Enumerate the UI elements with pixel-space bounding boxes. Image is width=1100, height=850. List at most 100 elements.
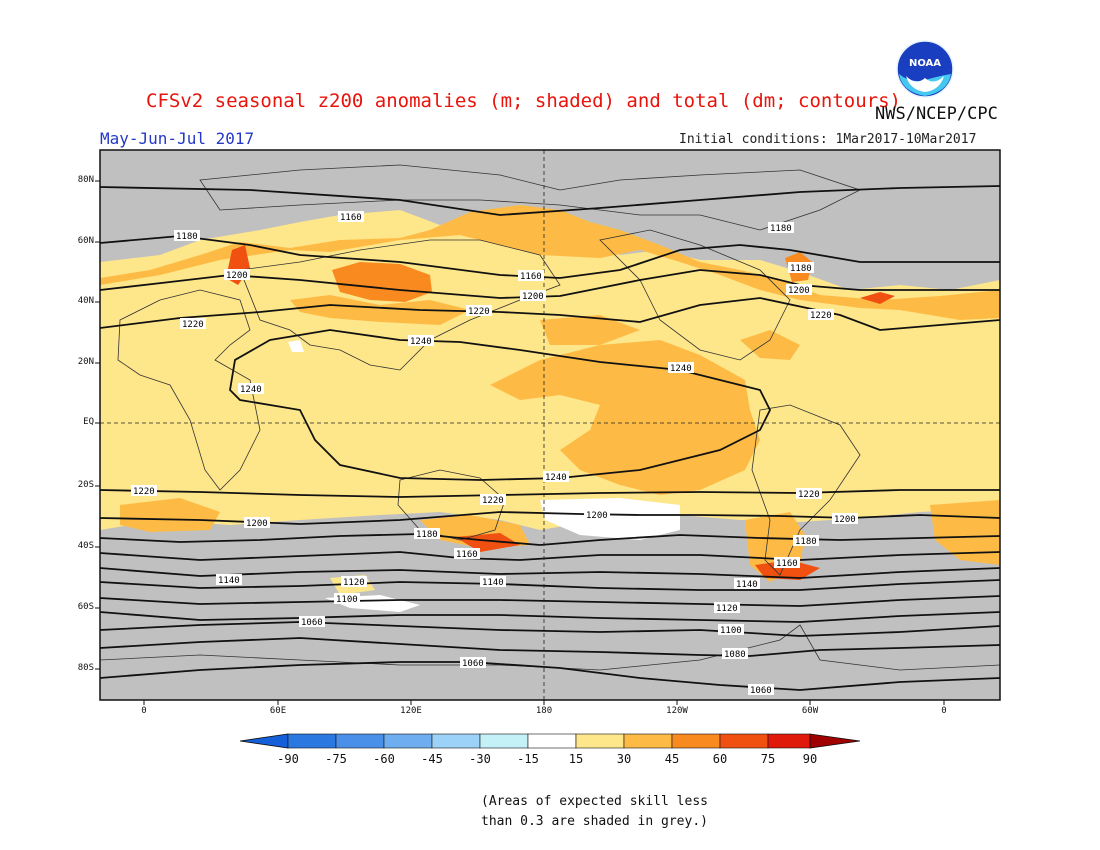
contour-label: 1220 xyxy=(480,494,506,506)
contour-label: 1200 xyxy=(224,269,250,281)
svg-text:1180: 1180 xyxy=(770,224,792,234)
colorbar-label: 90 xyxy=(802,752,818,766)
lon-tick-label: 0 xyxy=(141,706,147,716)
lat-tick-label: 60S xyxy=(77,602,94,612)
svg-text:1240: 1240 xyxy=(410,337,432,347)
anomaly-30-45-north xyxy=(100,205,1000,320)
anomaly-45-60-central-asia xyxy=(332,262,432,302)
agency-label: NWS/NCEP/CPC xyxy=(875,104,998,124)
svg-text:1060: 1060 xyxy=(462,659,484,669)
contour-label: 1200 xyxy=(244,517,270,529)
initial-conditions-label: Initial conditions: 1Mar2017-10Mar2017 xyxy=(679,132,977,147)
colorbar-label: 45 xyxy=(664,752,680,766)
colorbar-label: -60 xyxy=(373,752,395,766)
svg-text:1200: 1200 xyxy=(834,515,856,525)
anomaly-60-75-australia xyxy=(455,533,520,552)
anomaly-30-45-north-pacific xyxy=(540,315,640,345)
lat-tick-label: 80N xyxy=(77,175,94,185)
svg-text:1220: 1220 xyxy=(482,496,504,506)
contour-label: 1060 xyxy=(460,657,486,669)
svg-text:1200: 1200 xyxy=(586,511,608,521)
svg-text:1160: 1160 xyxy=(520,272,542,282)
svg-text:1200: 1200 xyxy=(522,292,544,302)
lat-tick-label: 40S xyxy=(77,541,94,551)
anomaly-30-45-asia xyxy=(290,295,470,325)
anomaly-30-45-caribbean xyxy=(740,330,800,360)
svg-text:1160: 1160 xyxy=(776,559,798,569)
noaa-logo-icon: NOAA xyxy=(896,40,954,98)
lon-tick-label: 120W xyxy=(666,706,688,716)
colorbar-label: -45 xyxy=(421,752,443,766)
svg-text:1140: 1140 xyxy=(736,580,758,590)
svg-text:1060: 1060 xyxy=(750,686,772,696)
axis-ticks xyxy=(95,180,945,705)
svg-text:1180: 1180 xyxy=(176,232,198,242)
contour-label: 1220 xyxy=(808,309,834,321)
colorbar-label: -75 xyxy=(325,752,347,766)
svg-text:1160: 1160 xyxy=(456,550,478,560)
height-contours xyxy=(100,185,1000,691)
svg-text:1180: 1180 xyxy=(790,264,812,274)
contour-label: 1240 xyxy=(668,362,694,374)
svg-text:1100: 1100 xyxy=(720,626,742,636)
contour-label: 1180 xyxy=(788,262,814,274)
lat-tick-label: 60N xyxy=(77,236,94,246)
contour-label: 1240 xyxy=(408,335,434,347)
svg-text:1240: 1240 xyxy=(545,473,567,483)
contour-label: 1220 xyxy=(180,318,206,330)
lon-tick-label: 60W xyxy=(801,706,819,716)
anomaly-60-75-atlantic xyxy=(860,292,895,304)
lon-tick-label: 180 xyxy=(535,706,553,716)
contour-label: 1080 xyxy=(722,648,748,660)
anomaly-near-zero-arabia xyxy=(288,340,304,352)
svg-text:1200: 1200 xyxy=(246,519,268,529)
colorbar-swatch xyxy=(287,733,337,749)
contour-label: 1200 xyxy=(520,290,546,302)
contour-label: 1060 xyxy=(748,684,774,696)
contour-label: 1200 xyxy=(786,284,812,296)
contour-label: 1160 xyxy=(338,211,364,223)
svg-text:1060: 1060 xyxy=(301,618,323,628)
colorbar-swatch xyxy=(719,733,769,749)
svg-text:1240: 1240 xyxy=(670,364,692,374)
colorbar-label: 30 xyxy=(616,752,632,766)
contour-label: 1200 xyxy=(584,509,610,521)
colorbar xyxy=(239,733,861,749)
contour-label: 1180 xyxy=(793,535,819,547)
anomaly-30-45-south-atlantic xyxy=(120,498,220,532)
contour-label: 1160 xyxy=(518,270,544,282)
svg-text:1140: 1140 xyxy=(482,578,504,588)
colorbar-arrow-left xyxy=(239,733,289,749)
svg-text:1200: 1200 xyxy=(788,286,810,296)
skill-note: (Areas of expected skill less than 0.3 a… xyxy=(481,792,708,832)
svg-text:1080: 1080 xyxy=(724,650,746,660)
svg-text:1220: 1220 xyxy=(182,320,204,330)
contour-label: 1100 xyxy=(334,593,360,605)
colorbar-label: 15 xyxy=(568,752,584,766)
lat-tick-label: 80S xyxy=(77,663,94,673)
map-frame xyxy=(99,149,1001,701)
svg-text:1220: 1220 xyxy=(810,311,832,321)
contour-label: 1120 xyxy=(341,576,367,588)
lat-tick-label: 20S xyxy=(77,480,94,490)
svg-text:1220: 1220 xyxy=(468,307,490,317)
svg-text:1220: 1220 xyxy=(798,490,820,500)
contour-label: 1140 xyxy=(734,578,760,590)
chart-title: CFSv2 seasonal z200 anomalies (m; shaded… xyxy=(146,90,901,112)
lat-tick-label: 20N xyxy=(77,357,94,367)
colorbar-label: -15 xyxy=(517,752,539,766)
colorbar-label: -90 xyxy=(277,752,299,766)
lon-tick-label: 60E xyxy=(269,706,287,716)
skill-note-line: (Areas of expected skill less xyxy=(481,794,708,809)
colorbar-swatch xyxy=(479,733,529,749)
contour-label: 1060 xyxy=(299,616,325,628)
colorbar-swatch xyxy=(383,733,433,749)
colorbar-swatch xyxy=(431,733,481,749)
colorbar-swatch xyxy=(527,733,577,749)
contour-label: 1220 xyxy=(796,488,822,500)
svg-text:NOAA: NOAA xyxy=(909,58,941,69)
contour-label: 1140 xyxy=(480,576,506,588)
skill-note-line: than 0.3 are shaded in grey.) xyxy=(481,814,708,829)
contour-label: 1220 xyxy=(131,485,157,497)
